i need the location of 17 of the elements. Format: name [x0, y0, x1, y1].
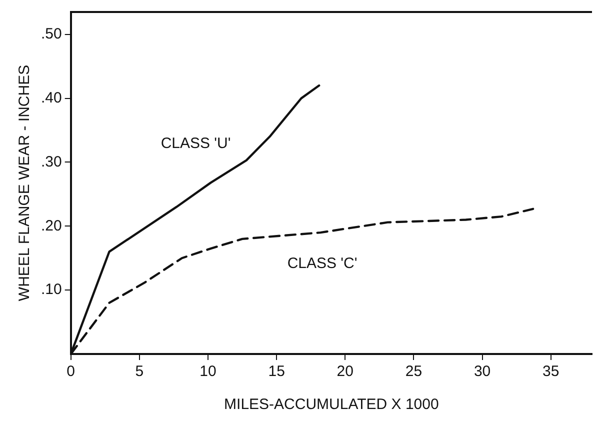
- x-tick-label: 25: [405, 363, 422, 380]
- y-axis-title: WHEEL FLANGE WEAR - INCHES: [16, 64, 34, 302]
- y-tick-label: .50: [40, 26, 62, 43]
- x-tick-label: 35: [542, 363, 560, 380]
- x-tick-label: 0: [66, 363, 76, 380]
- y-tick-label: .40: [40, 89, 62, 106]
- series-label: CLASS 'U': [160, 134, 231, 152]
- x-axis-title: MILES-ACCUMULATED X 1000: [224, 396, 439, 414]
- y-tick-label: .30: [40, 153, 62, 170]
- x-tick-label: 10: [200, 363, 216, 380]
- x-tick-label: 5: [135, 363, 144, 380]
- y-tick-label: .20: [40, 217, 62, 234]
- x-tick-label: 15: [268, 363, 285, 380]
- x-tick-label: 20: [336, 363, 354, 380]
- x-tick-label: 30: [474, 363, 491, 380]
- series-label: CLASS 'C': [287, 255, 358, 272]
- y-tick-label: .10: [40, 281, 62, 298]
